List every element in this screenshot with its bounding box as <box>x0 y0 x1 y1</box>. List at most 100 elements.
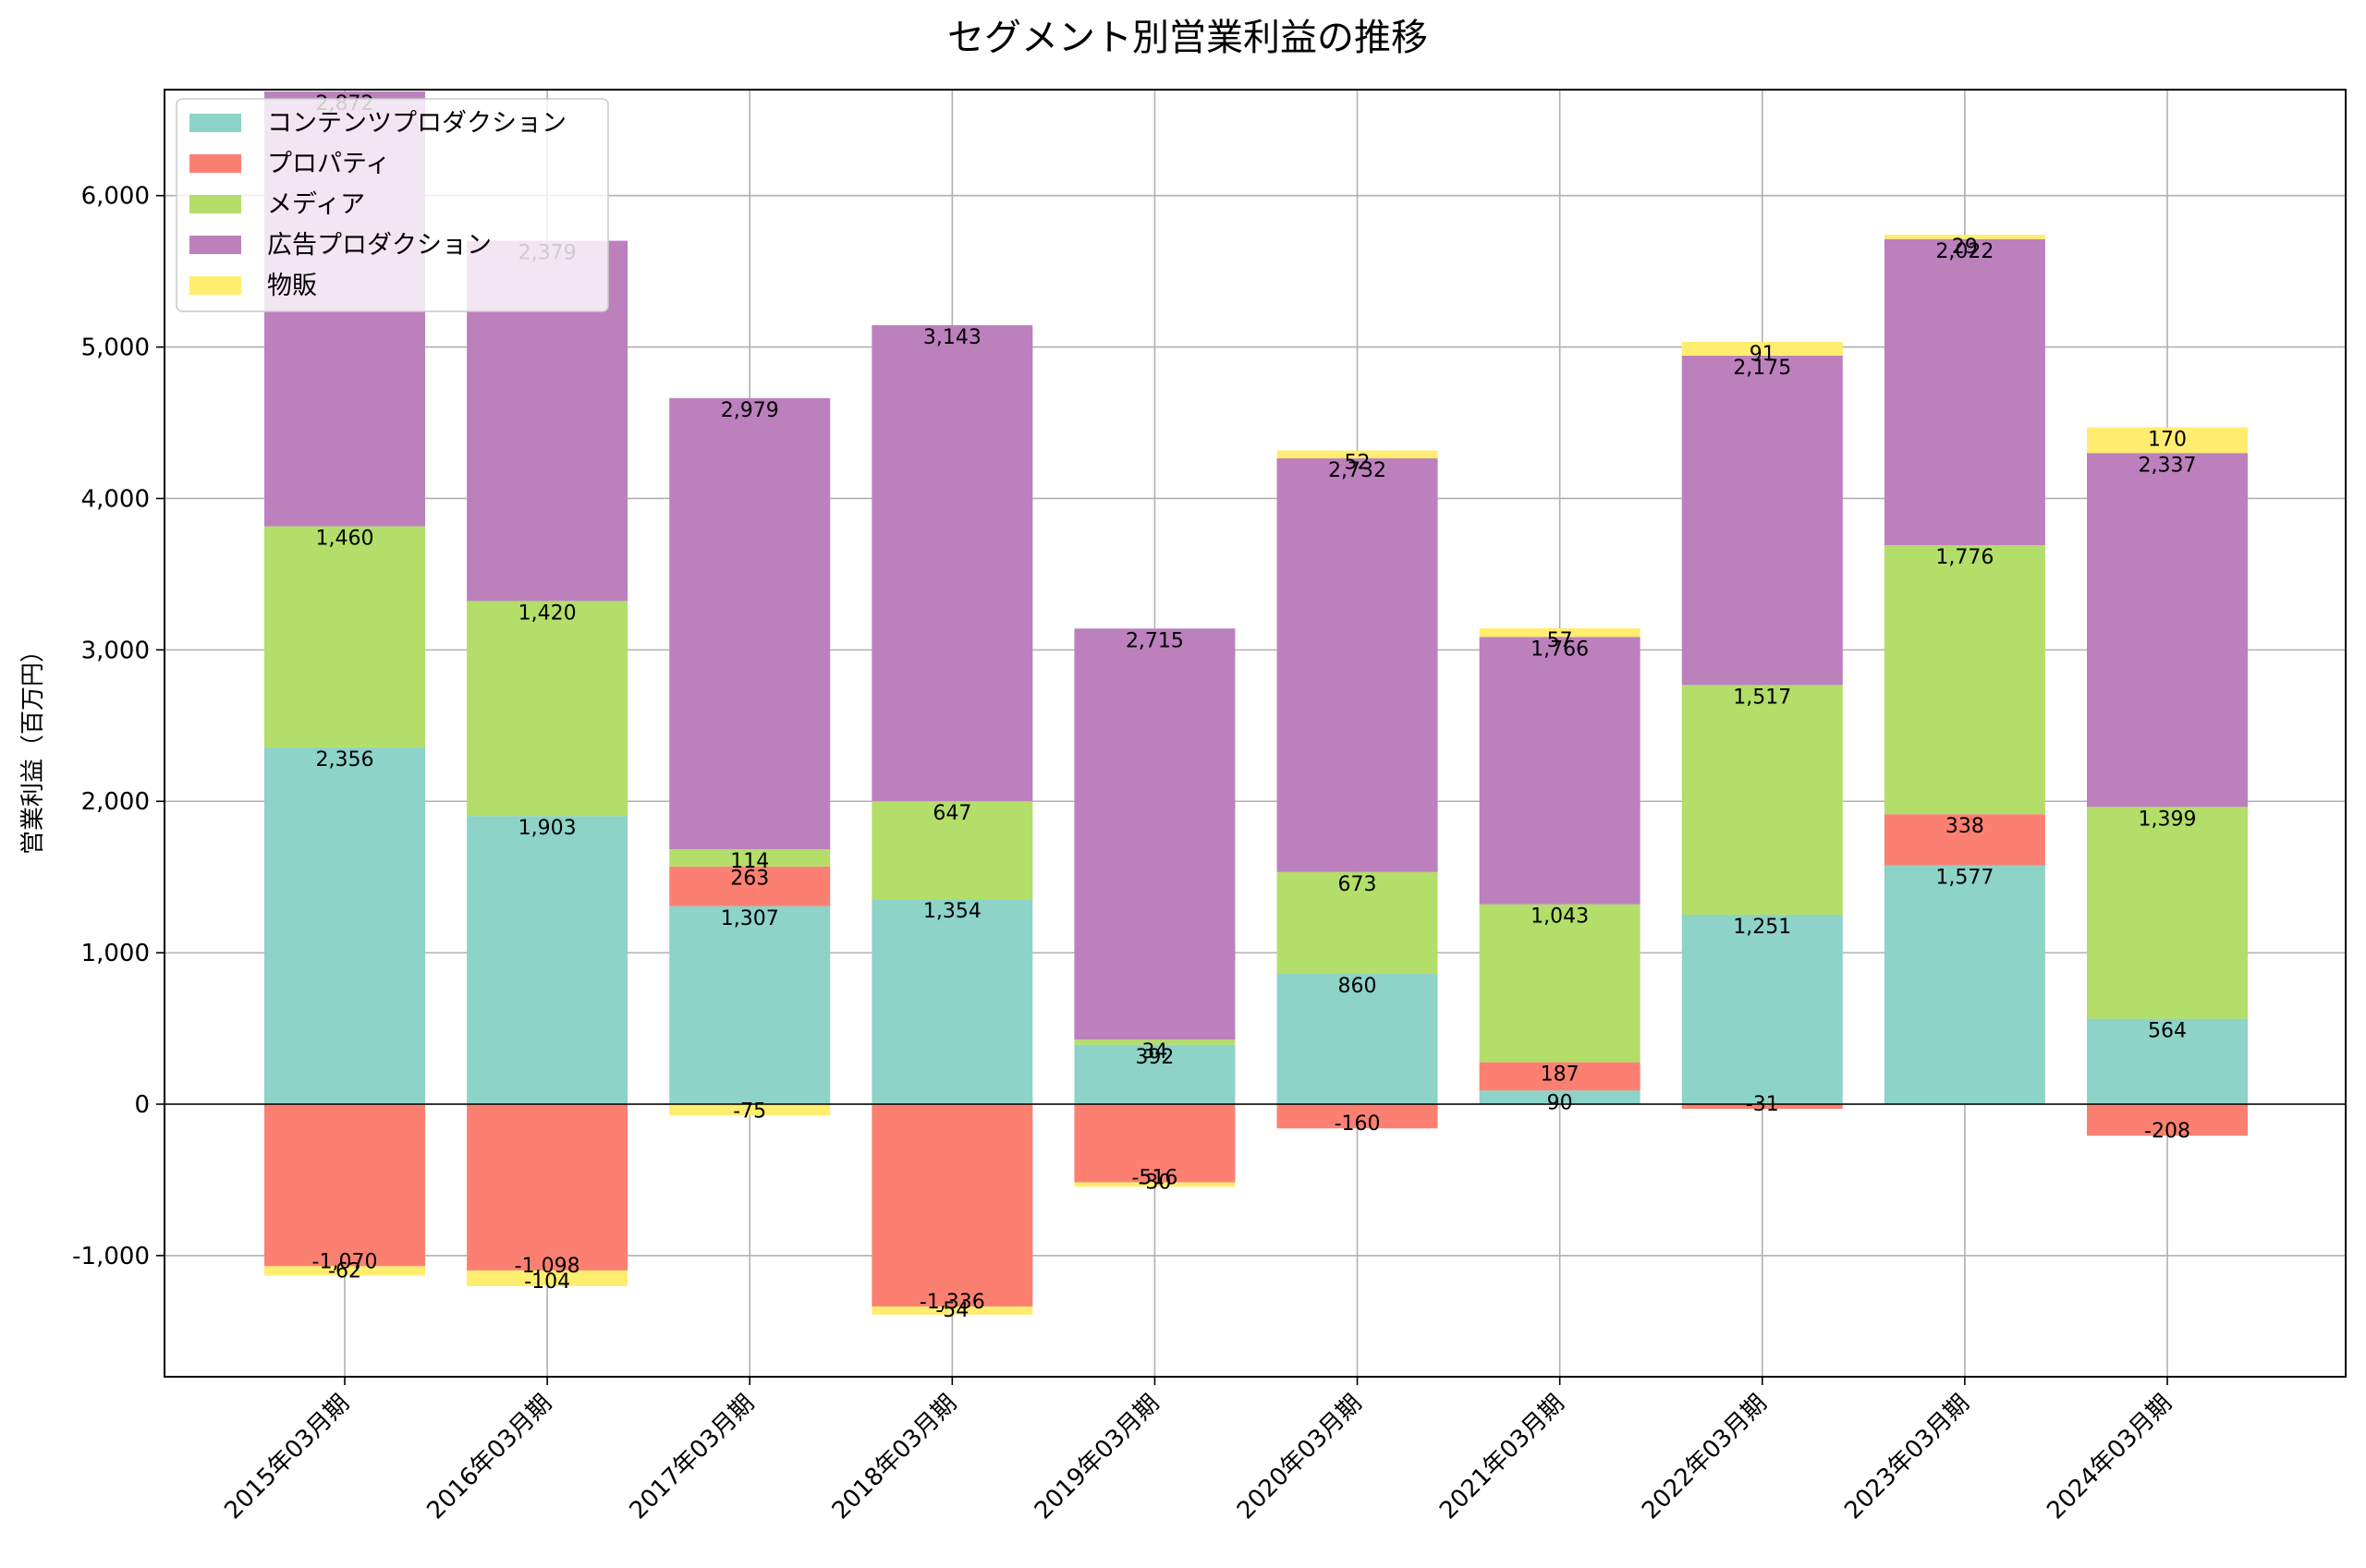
bar-2-9 <box>2087 807 2248 1019</box>
data-label-1-8: 338 <box>1945 815 1984 838</box>
bar-2-5 <box>1276 871 1438 975</box>
legend-swatch-2 <box>189 195 241 213</box>
bar-1-9 <box>2087 1104 2248 1136</box>
plot-frame <box>164 89 2347 1378</box>
bar-4-0 <box>264 1266 425 1276</box>
data-label-3-6: 1,766 <box>1531 638 1589 661</box>
data-labels-layer: 2,356-1,0701,4602,872-621,903-1,0981,420… <box>312 92 2197 1322</box>
bar-4-2 <box>669 1104 831 1116</box>
legend-label-1: プロパティ <box>267 150 390 178</box>
bar-0-6 <box>1479 1090 1640 1105</box>
data-label-0-6: 90 <box>1547 1091 1573 1114</box>
y-tick-label-7: 6,000 <box>81 183 150 211</box>
bar-0-8 <box>1884 865 2045 1105</box>
bar-2-2 <box>669 849 831 867</box>
data-label-0-5: 860 <box>1338 975 1377 998</box>
data-label-2-7: 1,517 <box>1733 686 1791 709</box>
bar-1-6 <box>1479 1062 1640 1091</box>
bar-4-6 <box>1479 627 1640 638</box>
bar-0-5 <box>1276 974 1438 1105</box>
data-label-4-5: 52 <box>1345 452 1371 475</box>
bar-3-4 <box>1074 628 1236 1040</box>
legend-swatch-4 <box>189 276 241 295</box>
x-tick-label-4: 2019年03月期 <box>1030 1390 1165 1525</box>
data-label-0-4: 392 <box>1135 1046 1174 1069</box>
data-label-3-9: 2,337 <box>2139 454 2197 477</box>
data-label-2-2: 114 <box>730 850 769 873</box>
bar-0-0 <box>264 747 425 1105</box>
data-label-2-0: 1,460 <box>316 528 374 551</box>
legend-swatch-0 <box>189 114 241 132</box>
data-label-1-9: -208 <box>2144 1120 2190 1143</box>
y-tick-label-6: 5,000 <box>81 334 150 362</box>
data-label-4-0: -62 <box>328 1260 361 1283</box>
bar-4-5 <box>1276 450 1438 459</box>
bar-1-2 <box>669 866 831 906</box>
data-label-3-8: 2,022 <box>1935 240 1994 263</box>
chart-title: セグメント別営業利益の推移 <box>947 17 1428 59</box>
data-label-1-6: 187 <box>1541 1064 1579 1087</box>
x-tick-label-7: 2022年03月期 <box>1637 1390 1773 1525</box>
data-label-3-4: 2,715 <box>1126 629 1184 652</box>
legend-box <box>176 98 609 312</box>
legend-label-3: 広告プロダクション <box>267 231 492 260</box>
y-tick-label-1: 0 <box>134 1091 150 1119</box>
bar-3-6 <box>1479 637 1640 905</box>
y-axis-label: 営業利益（百万円） <box>19 638 47 855</box>
bars-layer <box>264 91 2248 1315</box>
bar-3-2 <box>669 397 831 850</box>
data-label-0-7: 1,251 <box>1733 916 1791 939</box>
bar-3-7 <box>1681 355 1843 686</box>
data-label-0-0: 2,356 <box>316 748 374 772</box>
data-label-0-9: 564 <box>2148 1020 2187 1043</box>
bar-4-4 <box>1074 1182 1236 1187</box>
bar-2-4 <box>1074 1039 1236 1045</box>
bar-2-6 <box>1479 904 1640 1063</box>
bar-1-4 <box>1074 1104 1236 1183</box>
data-label-3-2: 2,979 <box>721 399 779 422</box>
bar-3-9 <box>2087 453 2248 808</box>
x-tick-label-2: 2017年03月期 <box>625 1390 761 1525</box>
data-label-4-7: 91 <box>1750 343 1775 366</box>
data-label-2-1: 1,420 <box>518 602 577 625</box>
data-label-4-4: -30 <box>1138 1171 1171 1194</box>
bar-3-5 <box>1276 458 1438 872</box>
y-tick-label-4: 3,000 <box>81 637 150 664</box>
data-label-2-6: 1,043 <box>1531 906 1589 929</box>
data-label-3-3: 3,143 <box>923 326 982 349</box>
data-label-2-3: 647 <box>933 802 971 825</box>
bar-4-3 <box>872 1306 1033 1315</box>
bar-1-7 <box>1681 1104 1843 1110</box>
legend-label-0: コンテンツプロダクション <box>267 109 567 138</box>
data-label-3-7: 2,175 <box>1733 357 1791 380</box>
bar-0-1 <box>467 816 628 1105</box>
bar-2-3 <box>872 801 1033 900</box>
data-label-4-3: -54 <box>935 1299 969 1322</box>
x-tick-label-6: 2021年03月期 <box>1434 1390 1570 1525</box>
bar-0-9 <box>2087 1018 2248 1105</box>
data-label-1-5: -160 <box>1335 1112 1381 1136</box>
bar-4-9 <box>2087 427 2248 454</box>
y-tick-label-2: 1,000 <box>81 940 150 967</box>
bar-2-8 <box>1884 545 2045 815</box>
bar-1-1 <box>467 1104 628 1270</box>
data-label-0-1: 1,903 <box>518 817 577 840</box>
bar-3-8 <box>1884 238 2045 546</box>
bar-3-3 <box>872 325 1033 802</box>
data-label-0-2: 1,307 <box>721 907 779 930</box>
y-tick-label-5: 4,000 <box>81 485 150 513</box>
x-tick-label-8: 2023年03月期 <box>1839 1390 1975 1525</box>
bar-1-5 <box>1276 1104 1438 1129</box>
x-tick-label-5: 2020年03月期 <box>1232 1390 1368 1525</box>
data-label-4-2: -75 <box>733 1100 766 1123</box>
bar-2-0 <box>264 526 425 748</box>
x-tick-label-3: 2018年03月期 <box>827 1390 963 1525</box>
bar-2-1 <box>467 601 628 817</box>
bar-0-7 <box>1681 914 1843 1105</box>
data-label-1-1: -1,098 <box>515 1255 580 1278</box>
y-tick-label-3: 2,000 <box>81 788 150 816</box>
bar-4-1 <box>467 1270 628 1286</box>
data-label-1-3: -1,336 <box>920 1291 985 1314</box>
